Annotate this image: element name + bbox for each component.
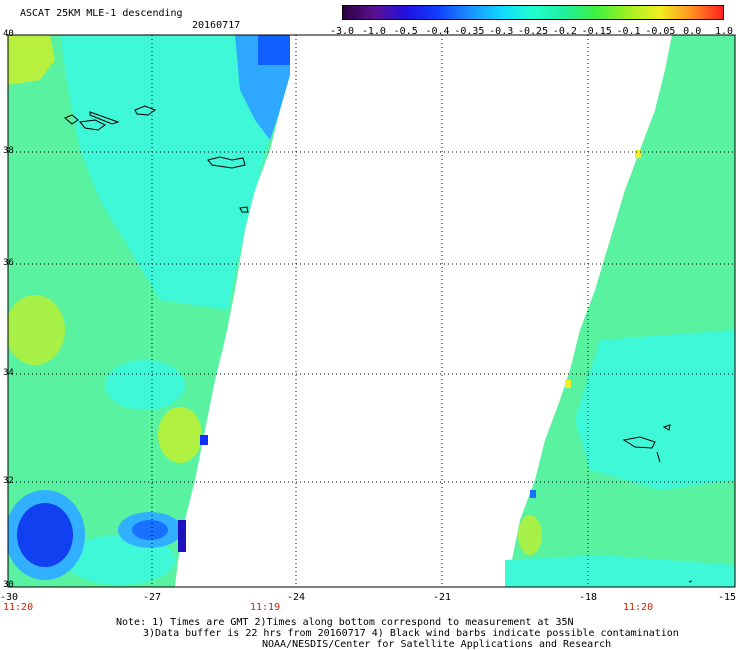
lon-label: -15 <box>718 592 737 603</box>
left-swath-low-patch <box>17 503 73 567</box>
right-swath <box>505 35 735 587</box>
left-swath-lime-patch <box>158 407 202 463</box>
colorbar-tick-label: 0.0 <box>683 26 702 37</box>
time-label: 11:20 <box>623 602 654 613</box>
left-swath-low-patch <box>132 520 168 540</box>
time-label: 11:19 <box>250 602 281 613</box>
lon-label: -27 <box>143 592 162 603</box>
lat-label: 32 <box>3 476 14 486</box>
lat-label: 36 <box>3 258 14 268</box>
plot-frame <box>7 34 736 588</box>
left-swath-lime-corner <box>8 35 55 85</box>
colorbar-tick-label: 1.0 <box>715 26 734 37</box>
colorbar-tick-label: -0.15 <box>581 26 612 37</box>
left-swath-navy-corner <box>258 35 290 65</box>
left-swath-cyan-patch <box>105 360 185 410</box>
left-swath-cyan-zone <box>60 35 290 310</box>
note-line-3: NOAA/NESDIS/Center for Satellite Applica… <box>262 639 612 650</box>
chart-date: 20160717 <box>192 20 241 31</box>
left-swath-edge-pixel <box>178 520 186 552</box>
lat-label: 40 <box>3 29 14 39</box>
lat-label: 38 <box>3 146 14 156</box>
colorbar-tick-label: -0.35 <box>454 26 485 37</box>
left-swath-edge-pixel <box>200 435 208 445</box>
colorbar-tick-label: -0.25 <box>518 26 549 37</box>
colorbar-tick-label: -0.2 <box>552 26 577 37</box>
note-line-1: Note: 1) Times are GMT 2)Times along bot… <box>116 617 574 628</box>
lon-label: -30 <box>0 592 19 603</box>
lon-label: -21 <box>433 592 452 603</box>
lon-label: -24 <box>287 592 306 603</box>
left-swath-lime-patch <box>8 295 65 365</box>
chart-title: ASCAT 25KM MLE-1 descending <box>20 8 183 19</box>
right-swath-cyan-zone <box>505 555 735 587</box>
right-swath-edge-pixel <box>635 150 641 158</box>
colorbar-tick-label: -0.1 <box>616 26 641 37</box>
colorbar-tick-label: -3.0 <box>330 26 355 37</box>
right-swath-cyan-zone <box>575 330 735 490</box>
colorbar-tick-label: -0.4 <box>425 26 450 37</box>
lat-label: 30 <box>3 580 14 590</box>
lon-label: -18 <box>579 592 598 603</box>
note-line-2: 3)Data buffer is 22 hrs from 20160717 4)… <box>143 628 679 639</box>
right-swath-lime-patch <box>518 515 542 555</box>
colorbar <box>342 5 724 20</box>
time-label: 11:20 <box>3 602 34 613</box>
colorbar-tick-label: -1.0 <box>361 26 386 37</box>
lat-lon-grid <box>8 35 735 587</box>
coastlines <box>64 105 693 583</box>
right-swath-edge-pixel <box>530 490 536 498</box>
lat-label: 34 <box>3 368 14 378</box>
colorbar-tick-label: -0.05 <box>645 26 676 37</box>
right-swath-edge-pixel <box>565 380 571 388</box>
colorbar-tick-label: -0.3 <box>489 26 514 37</box>
colorbar-tick-label: -0.5 <box>393 26 418 37</box>
